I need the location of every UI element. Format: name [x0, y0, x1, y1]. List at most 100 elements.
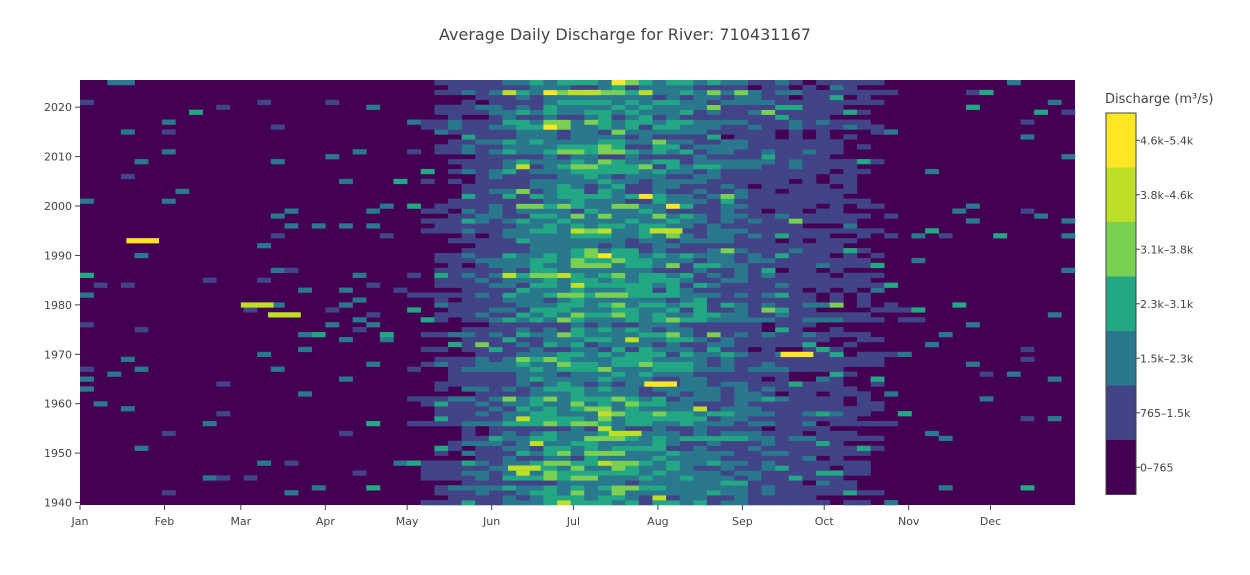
heatmap-cell [911, 307, 926, 313]
heatmap-cell [884, 351, 899, 358]
heatmap-cell [775, 114, 790, 120]
heatmap-cell [720, 381, 735, 387]
heatmap-cell [502, 445, 517, 451]
heatmap-cell [788, 272, 803, 278]
heatmap-cell [543, 302, 558, 308]
heatmap-cell [870, 262, 885, 269]
heatmap-cell [298, 332, 313, 338]
heatmap-cell [775, 336, 790, 343]
heatmap-cell [788, 248, 803, 254]
heatmap-cell [666, 445, 681, 451]
heatmap-cell [802, 168, 817, 175]
heatmap-cell [666, 341, 681, 348]
heatmap-cell [761, 129, 776, 135]
heatmap-cell [475, 485, 490, 491]
heatmap-cell [734, 287, 749, 293]
heatmap-cell [666, 223, 681, 229]
heatmap-cell [788, 218, 803, 224]
heatmap-cell [625, 99, 640, 106]
heatmap-cell [843, 119, 858, 125]
heatmap-cell [502, 272, 517, 278]
heatmap-cell [843, 287, 858, 293]
heatmap-cell [734, 134, 749, 140]
heatmap-cell [584, 391, 599, 397]
heatmap-cell [407, 203, 422, 209]
heatmap-cell [856, 198, 871, 204]
heatmap-cell [775, 327, 790, 333]
heatmap-cell [652, 129, 667, 135]
heatmap-cell [679, 490, 694, 496]
heatmap-cell [120, 356, 135, 362]
heatmap-cell [420, 470, 435, 476]
heatmap-cell [584, 495, 599, 501]
heatmap-cell [706, 480, 721, 486]
heatmap-cell [161, 430, 176, 437]
heatmap-cell [584, 114, 599, 120]
heatmap-cell [557, 89, 571, 96]
heatmap-cell [502, 297, 517, 303]
heatmap-cell [870, 376, 885, 382]
heatmap-peak-cell [240, 302, 274, 308]
heatmap-cell [543, 168, 558, 175]
heatmap-cell [788, 336, 803, 343]
heatmap-cell [829, 317, 844, 323]
heatmap-cell [706, 292, 721, 298]
heatmap-cell [584, 455, 599, 461]
heatmap-cell [734, 376, 749, 382]
heatmap-cell [488, 287, 503, 293]
heatmap-cell [597, 80, 612, 86]
heatmap-cell [570, 193, 585, 199]
heatmap-cell [679, 376, 694, 382]
heatmap-cell [816, 188, 830, 194]
heatmap-cell [570, 164, 585, 170]
heatmap-cell [706, 282, 721, 288]
heatmap-cell [652, 475, 667, 481]
heatmap-cell [597, 178, 612, 185]
heatmap-cell [570, 228, 585, 234]
heatmap-cell [652, 430, 667, 437]
heatmap-cell [352, 149, 367, 155]
heatmap-cell [856, 420, 871, 427]
heatmap-cell [720, 218, 735, 224]
heatmap-cell [611, 287, 626, 293]
heatmap-cell [638, 144, 653, 150]
heatmap-cell [706, 233, 721, 239]
heatmap-cell [747, 144, 762, 150]
heatmap-cell [516, 411, 531, 417]
heatmap-cell [652, 114, 667, 120]
heatmap-cell [720, 203, 735, 209]
heatmap-cell [720, 455, 735, 461]
heatmap-cell [543, 366, 558, 372]
heatmap-cell [734, 267, 749, 274]
heatmap-cell [788, 307, 803, 313]
heatmap-cell [461, 297, 476, 303]
heatmap-cell [693, 208, 708, 214]
heatmap-cell [788, 104, 803, 110]
heatmap-cell [870, 272, 885, 278]
heatmap-cell [720, 159, 735, 165]
heatmap-cell [870, 159, 885, 165]
heatmap-cell [366, 322, 381, 328]
heatmap-cell [461, 317, 476, 323]
heatmap-cell [597, 297, 612, 303]
heatmap-cell [638, 84, 653, 91]
heatmap-cell [543, 336, 558, 343]
heatmap-cell [448, 396, 462, 402]
heatmap-cell [502, 312, 517, 318]
heatmap-cell [788, 445, 803, 451]
heatmap-cell [448, 267, 462, 274]
heatmap-cell [775, 178, 790, 185]
heatmap-cell [679, 168, 694, 175]
heatmap-cell [747, 164, 762, 170]
heatmap-cell [775, 495, 790, 501]
heatmap-cell [475, 228, 490, 234]
heatmap-cell [570, 218, 585, 224]
heatmap-cell [679, 445, 694, 451]
heatmap-cell [666, 243, 681, 249]
heatmap-cell [693, 168, 708, 175]
heatmap-cell [870, 490, 885, 496]
heatmap-cell [952, 302, 967, 308]
heatmap-cell [488, 114, 503, 120]
heatmap-cell [488, 425, 503, 432]
heatmap-cell [448, 139, 462, 145]
